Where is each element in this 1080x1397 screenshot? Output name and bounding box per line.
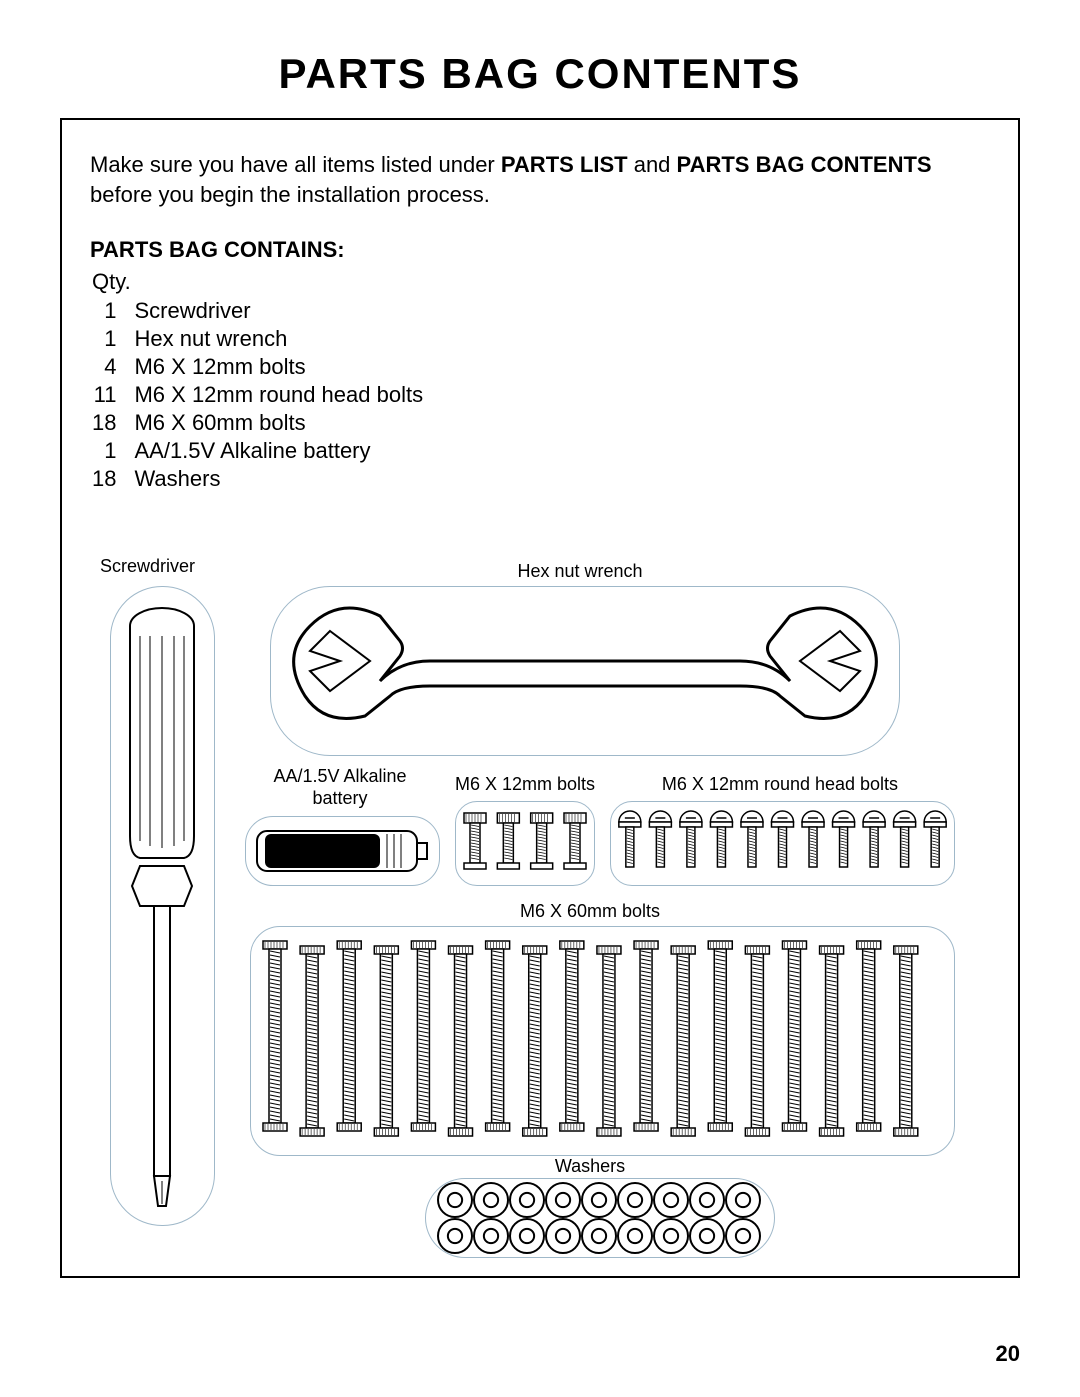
parts-bag-contains-heading: PARTS BAG CONTAINS: [90,237,990,263]
battery-label-2: battery [240,788,440,809]
name-cell: M6 X 60mm bolts [134,409,423,437]
parts-table: 1Screwdriver 1Hex nut wrench 4M6 X 12mm … [92,297,423,493]
diagram-area: Screwdriver [90,556,990,1256]
name-cell: Washers [134,465,423,493]
washers-label: Washers [490,1156,690,1177]
name-cell: M6 X 12mm bolts [134,353,423,381]
page-number: 20 [996,1341,1020,1367]
bolts12round-label: M6 X 12mm round head bolts [610,774,950,795]
table-row: 1AA/1.5V Alkaline battery [92,437,423,465]
bolts12-label: M6 X 12mm bolts [450,774,600,795]
intro-prefix: Make sure you have all items listed unde… [90,152,501,177]
intro-suffix: before you begin the installation proces… [90,182,490,207]
qty-cell: 11 [92,381,134,409]
intro-bold2: PARTS BAG CONTENTS [677,152,932,177]
content-box: Make sure you have all items listed unde… [60,118,1020,1278]
bolts12round-icon [610,801,955,886]
intro-mid: and [628,152,677,177]
intro-paragraph: Make sure you have all items listed unde… [90,150,990,209]
qty-label: Qty. [92,269,990,295]
qty-cell: 18 [92,465,134,493]
name-cell: Screwdriver [134,297,423,325]
page-title: PARTS BAG CONTENTS [60,50,1020,98]
washers-icon [425,1178,775,1258]
bolts60-label: M6 X 60mm bolts [470,901,710,922]
qty-cell: 4 [92,353,134,381]
name-cell: AA/1.5V Alkaline battery [134,437,423,465]
screwdriver-label: Screwdriver [100,556,220,577]
bolts12-icon [455,801,595,886]
table-row: 4M6 X 12mm bolts [92,353,423,381]
name-cell: M6 X 12mm round head bolts [134,381,423,409]
qty-cell: 1 [92,437,134,465]
table-row: 18Washers [92,465,423,493]
table-row: 11M6 X 12mm round head bolts [92,381,423,409]
intro-bold1: PARTS LIST [501,152,628,177]
qty-cell: 18 [92,409,134,437]
bolts60-icon [250,926,955,1156]
table-row: 18M6 X 60mm bolts [92,409,423,437]
qty-cell: 1 [92,297,134,325]
battery-label-1: AA/1.5V Alkaline [240,766,440,787]
battery-icon [255,826,430,876]
table-row: 1Hex nut wrench [92,325,423,353]
screwdriver-icon [110,586,215,1226]
page: PARTS BAG CONTENTS Make sure you have al… [0,0,1080,1397]
wrench-label: Hex nut wrench [460,561,700,582]
wrench-icon [270,586,900,756]
table-row: 1Screwdriver [92,297,423,325]
qty-cell: 1 [92,325,134,353]
name-cell: Hex nut wrench [134,325,423,353]
